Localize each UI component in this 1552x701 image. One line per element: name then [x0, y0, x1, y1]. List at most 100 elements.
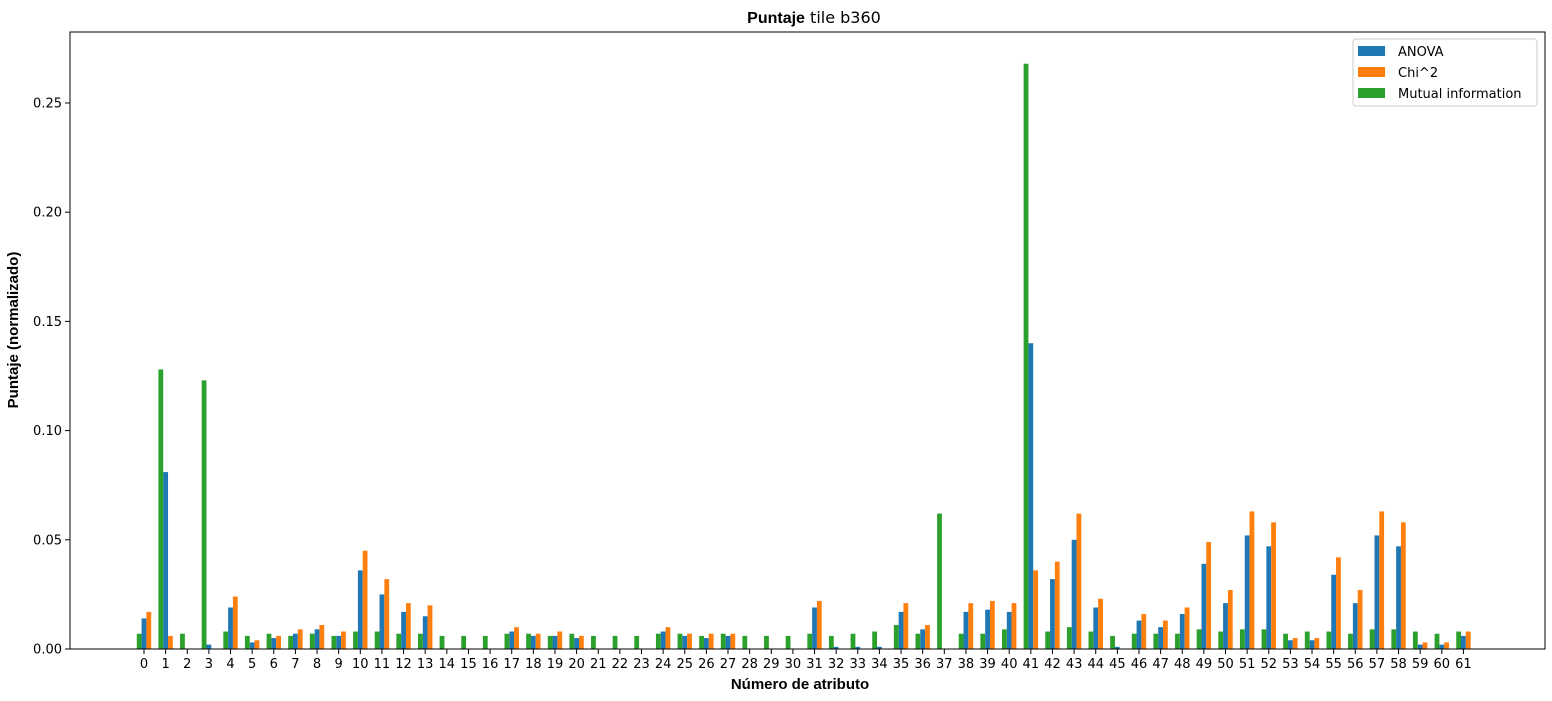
bar-anova-56	[1352, 603, 1358, 649]
legend-swatch	[1358, 88, 1385, 98]
x-tick-label: 31	[806, 657, 823, 672]
bar-anova-61	[1461, 635, 1466, 649]
bar-chi-2-26	[708, 633, 714, 649]
bar-mutual-information-45	[1110, 635, 1115, 649]
bar-mutual-information-24	[655, 633, 661, 649]
bar-chi-2-56	[1357, 590, 1363, 649]
bar-anova-27	[725, 635, 731, 649]
bar-anova-8	[314, 629, 320, 649]
plot-frame	[69, 31, 1546, 650]
bar-anova-53	[1287, 640, 1293, 649]
bar-anova-0	[141, 618, 147, 649]
x-tick-label: 15	[460, 657, 477, 672]
x-tick-label: 43	[1066, 657, 1083, 672]
bar-mutual-information-60	[1434, 633, 1440, 649]
bar-mutual-information-32	[828, 635, 834, 649]
bar-mutual-information-3	[201, 380, 207, 649]
x-tick-label: 9	[335, 657, 343, 672]
bar-chi-2-42	[1054, 561, 1060, 649]
x-tick-label: 13	[417, 657, 434, 672]
bar-chi-2-9	[341, 631, 346, 649]
bar-mutual-information-23	[634, 635, 640, 649]
bar-anova-24	[660, 631, 666, 649]
bar-anova-45	[1114, 646, 1120, 649]
bar-anova-10	[357, 570, 363, 649]
bar-mutual-information-44	[1088, 631, 1094, 649]
x-tick-label: 51	[1239, 657, 1256, 672]
x-tick-label: 50	[1217, 657, 1234, 672]
x-tick-label: 57	[1369, 657, 1386, 672]
bar-mutual-information-41	[1023, 63, 1029, 650]
x-tick-label: 38	[958, 657, 975, 672]
x-tick-label: 40	[1001, 657, 1018, 672]
x-tick-label: 59	[1412, 657, 1429, 672]
bar-chi-2-7	[297, 629, 303, 649]
bar-chi-2-50	[1227, 590, 1233, 649]
x-tick-label: 39	[979, 657, 996, 672]
bar-mutual-information-19	[547, 635, 553, 649]
bar-anova-50	[1223, 603, 1228, 649]
chart-title-bold: Puntaje	[747, 10, 805, 27]
x-tick-label: 61	[1455, 657, 1472, 672]
x-tick-label: 0	[140, 657, 148, 672]
bar-anova-3	[206, 644, 212, 649]
bar-mutual-information-38	[958, 633, 964, 649]
bar-anova-13	[422, 616, 428, 649]
x-tick-label: 12	[395, 657, 412, 672]
bar-mutual-information-55	[1326, 631, 1332, 649]
bar-mutual-information-13	[417, 633, 423, 649]
bar-anova-39	[985, 609, 990, 649]
bar-chi-2-44	[1098, 598, 1103, 649]
legend-label: Mutual information	[1398, 87, 1522, 102]
y-ticks-group: 0.00 0.05 0.10 0.15 0.20 0.25	[33, 96, 70, 658]
bar-mutual-information-12	[396, 633, 402, 649]
bar-mutual-information-53	[1283, 633, 1288, 649]
x-tick-label: 14	[439, 657, 456, 672]
bar-mutual-information-56	[1348, 633, 1353, 649]
bar-anova-5	[249, 642, 255, 649]
chart-title: Puntaje tile b360	[747, 8, 881, 27]
bar-anova-57	[1374, 535, 1380, 649]
bar-chi-2-19	[557, 631, 563, 649]
bar-chi-2-57	[1379, 511, 1385, 649]
bar-anova-60	[1439, 644, 1445, 649]
bar-mutual-information-36	[915, 633, 921, 649]
bar-anova-36	[920, 629, 926, 649]
bar-mutual-information-26	[699, 635, 704, 649]
bar-chi-2-59	[1422, 642, 1428, 649]
bar-chi-2-6	[276, 635, 281, 649]
x-tick-label: 22	[612, 657, 629, 672]
chart-title-rest: tile b360	[805, 8, 881, 27]
bar-anova-25	[682, 635, 688, 649]
bar-chi-2-38	[968, 603, 974, 649]
bar-anova-19	[552, 635, 558, 649]
x-tick-label: 60	[1434, 657, 1451, 672]
bar-chi-2-61	[1465, 631, 1471, 649]
bar-mutual-information-49	[1196, 629, 1202, 649]
bar-chi-2-58	[1400, 522, 1406, 649]
x-tick-label: 18	[525, 657, 542, 672]
legend-swatch	[1358, 46, 1385, 56]
bar-anova-6	[271, 638, 277, 649]
x-tick-label: 33	[850, 657, 867, 672]
bar-mutual-information-17	[504, 633, 510, 649]
bar-anova-38	[963, 611, 969, 649]
bar-chi-2-40	[1011, 603, 1017, 649]
bar-chi-2-41	[1033, 570, 1039, 649]
bar-mutual-information-34	[872, 631, 878, 649]
bar-chi-2-13	[427, 605, 433, 649]
y-tick-label: 0.10	[33, 424, 62, 439]
bar-mutual-information-7	[288, 635, 294, 649]
bar-mutual-information-58	[1391, 629, 1397, 649]
bar-mutual-information-39	[980, 633, 986, 649]
bar-anova-52	[1266, 546, 1272, 649]
bar-mutual-information-25	[677, 633, 683, 649]
x-tick-label: 8	[313, 657, 321, 672]
bar-mutual-information-5	[244, 635, 250, 649]
bar-anova-9	[336, 635, 342, 649]
bar-anova-59	[1417, 644, 1423, 649]
x-tick-label: 41	[1023, 657, 1040, 672]
bar-anova-42	[1050, 579, 1055, 649]
bar-anova-40	[1006, 611, 1012, 649]
